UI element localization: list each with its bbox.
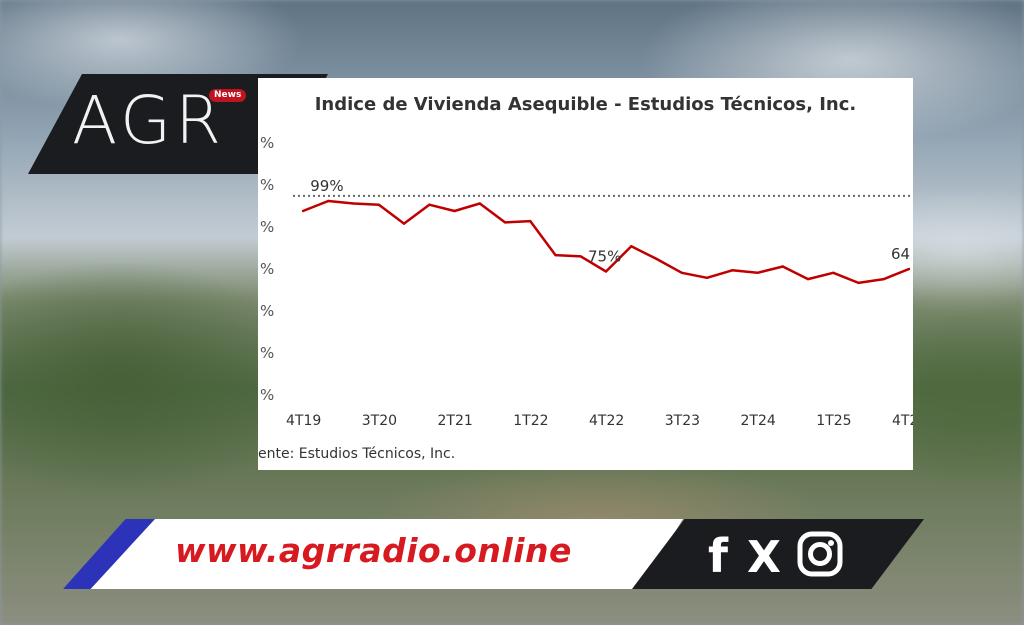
x-glyph: X [747,532,781,578]
instagram-icon[interactable] [796,530,844,578]
data-point [554,253,557,257]
data-point [377,203,380,206]
logo: AGR [72,82,225,159]
y-tick-label: % [260,344,274,362]
data-point [352,202,355,205]
facebook-glyph: f [708,530,729,578]
data-point [301,209,305,213]
data-point [428,203,431,206]
data-point [655,257,658,261]
line-chart: %%%%%%% 99% 75% 64 4T19 3T20 2T21 1T22 4T22 3T23 2… [260,134,913,429]
website-link[interactable]: www.agrradio.online [175,531,572,570]
data-point [806,277,810,281]
x-tick-label: 4T19 [286,413,321,429]
data-label: 75% [588,248,621,266]
x-tick-label: 4T2 [892,413,913,429]
y-tick-label: % [260,386,274,404]
data-point [680,271,683,274]
x-tick-label: 3T23 [665,413,700,429]
social-band [632,519,924,589]
y-tick-label: % [260,302,274,320]
x-tick-label: 2T24 [741,413,776,429]
data-point [907,267,911,271]
data-point [781,265,784,268]
data-point [857,281,860,285]
data-point [630,245,633,248]
data-point [604,270,608,273]
data-label: 99% [310,177,343,195]
y-tick-label: % [260,134,274,152]
data-point [402,222,406,225]
y-tick-label: % [260,260,274,278]
data-point [579,255,582,258]
news-badge: News [209,89,247,102]
x-tick-label: 4T22 [589,413,624,429]
x-tick-label: 1T25 [816,413,851,429]
x-tick-label: 2T21 [438,413,473,429]
data-label: 64 [891,245,910,263]
x-tick-label: 1T22 [513,413,548,429]
data-point [327,199,330,203]
data-point [832,271,835,274]
x-icon[interactable]: X [745,530,791,578]
data-point [882,277,885,281]
data-point [705,276,709,280]
chart-source: ente: Estudios Técnicos, Inc. [258,446,456,462]
data-point [731,269,734,272]
data-point [756,271,759,274]
x-tick-label: 3T20 [362,413,397,429]
url-band [63,519,683,589]
data-point [529,219,532,223]
data-point [478,202,481,205]
facebook-icon[interactable]: f [704,530,738,578]
chart-card: Indice de Vivienda Asequible - Estudios … [258,78,913,470]
y-tick-label: % [260,176,274,194]
data-point [453,209,456,213]
chart-title: Indice de Vivienda Asequible - Estudios … [314,94,857,115]
data-point [503,221,507,224]
y-tick-label: % [260,218,274,236]
